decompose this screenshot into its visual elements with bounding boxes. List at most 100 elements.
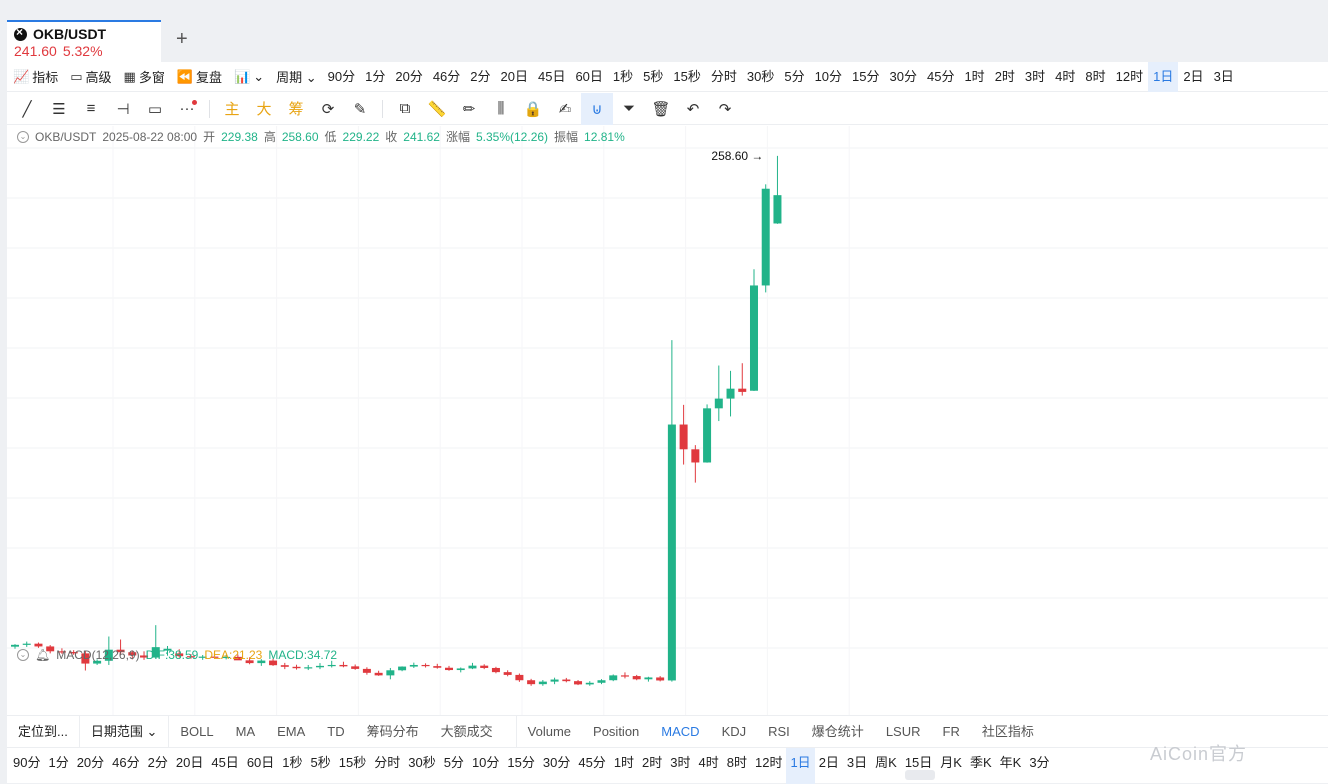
bottom-period-23[interactable]: 12时 [754,754,783,770]
sub-indicator-4[interactable]: RSI [768,723,790,739]
period-14[interactable]: 10分 [814,68,843,84]
filter-icon[interactable]: ⏷ [622,100,635,117]
bottom-period-28[interactable]: 15日 [904,754,933,770]
collapse-icon[interactable]: ⌄ [17,130,29,143]
period-10[interactable]: 15秒 [673,68,701,84]
main-indicator-4[interactable]: 筹码分布 [366,723,419,739]
more-icon[interactable]: ··· [171,93,203,125]
bottom-period-9[interactable]: 5秒 [310,754,331,770]
period-8[interactable]: 1秒 [612,68,634,84]
toolbar-multi-window[interactable]: ▦ 多窗 [118,62,171,92]
bottom-period-4[interactable]: 2分 [147,754,168,770]
bottom-period-27[interactable]: 周K [875,754,897,770]
add-tab-button[interactable]: + [176,28,188,50]
main-indicator-5[interactable]: 大额成交 [440,723,493,739]
bottom-period-21[interactable]: 4时 [698,754,719,770]
rectangle-icon[interactable]: ▭ [147,100,163,118]
period-15[interactable]: 15分 [852,68,880,84]
edit-icon[interactable]: ✍ [558,100,572,118]
period-4[interactable]: 2分 [470,68,491,84]
main-indicator-3[interactable]: TD [327,723,345,739]
period-21[interactable]: 4时 [1055,68,1076,84]
chip-label[interactable]: 筹 [288,101,304,118]
sub-indicator-5[interactable]: 爆仓统计 [811,723,864,739]
period-26[interactable]: 3日 [1213,68,1234,84]
main-indicator-1[interactable]: MA [235,723,256,739]
bottom-period-19[interactable]: 2时 [642,754,663,770]
bottom-period-12[interactable]: 30秒 [408,754,436,770]
period-17[interactable]: 45分 [926,68,955,84]
candles-icon[interactable]: ⫼ [497,100,505,117]
period-7[interactable]: 60日 [575,68,603,84]
bottom-period-5[interactable]: 20日 [175,754,204,770]
chart-area[interactable]: 258.60 →6月 196月 267月 37月 107月 177月 247月 … [7,126,1328,716]
bottom-period-24[interactable]: 1日 [786,747,815,784]
date-range-button[interactable]: 日期范围 ⌄ [90,723,158,739]
bottom-period-8[interactable]: 1秒 [282,754,303,770]
period-0[interactable]: 90分 [327,68,356,84]
sync-icon[interactable]: ⟳ [321,100,335,118]
period-13[interactable]: 5分 [784,68,805,84]
redo-icon[interactable]: ↷ [718,100,732,118]
pen-icon[interactable]: ✏ [462,100,476,118]
bottom-period-7[interactable]: 60日 [246,754,275,770]
bottom-period-17[interactable]: 45分 [578,754,606,770]
bottom-period-0[interactable]: 90分 [13,754,41,770]
collapse-handle[interactable] [905,770,935,780]
eraser-draw-icon[interactable]: ✎ [353,100,367,118]
bottom-period-25[interactable]: 2日 [818,754,839,770]
ruler-icon[interactable]: 📏 [427,100,447,118]
bottom-period-11[interactable]: 分时 [374,754,401,770]
bottom-period-15[interactable]: 15分 [507,754,535,770]
bell-icon[interactable]: 🔔︎ [35,648,51,662]
bottom-period-16[interactable]: 30分 [542,754,571,770]
bottom-period-22[interactable]: 8时 [726,754,747,770]
bottom-period-13[interactable]: 5分 [443,754,464,770]
period-24[interactable]: 1日 [1148,61,1179,92]
period-5[interactable]: 20日 [500,68,528,84]
bottom-period-31[interactable]: 年K [999,754,1022,770]
period-1[interactable]: 1分 [365,68,386,84]
toolbar-indicator[interactable]: 📈 指标 [7,62,64,92]
parallel-lines-icon[interactable]: ≡ [86,100,96,117]
period-3[interactable]: 46分 [432,68,461,84]
sub-indicator-2[interactable]: MACD [661,723,700,739]
bottom-period-6[interactable]: 45日 [211,754,239,770]
bottom-period-20[interactable]: 3时 [670,754,691,770]
period-25[interactable]: 2日 [1183,68,1204,84]
bottom-period-3[interactable]: 46分 [112,754,140,770]
period-20[interactable]: 3时 [1024,68,1046,84]
period-23[interactable]: 12时 [1115,68,1144,84]
lock-icon[interactable]: 🔒 [523,100,543,118]
bottom-period-14[interactable]: 10分 [471,754,500,770]
collapse-macd-icon[interactable]: ⌄ [17,649,29,661]
toolbar-period[interactable]: 周期 ⌄ [270,62,323,92]
period-12[interactable]: 30秒 [746,68,775,84]
segment-icon[interactable]: ⊣ [116,100,130,118]
tab-okb-usdt[interactable]: OKB/USDT 241.60 5.32% [7,20,161,62]
copy-icon[interactable]: ⧉ [399,100,411,117]
main-label[interactable]: 主 [224,101,240,118]
undo-icon[interactable]: ↶ [686,100,700,118]
toolbar-chart-type[interactable]: 📊 ⌄ [228,62,270,92]
toolbar-replay[interactable]: ⏪ 复盘 [171,62,228,92]
period-18[interactable]: 1时 [964,68,985,84]
period-16[interactable]: 30分 [889,68,917,84]
bottom-period-32[interactable]: 3分 [1029,754,1050,770]
bottom-period-18[interactable]: 1时 [613,754,635,770]
bottom-period-10[interactable]: 15秒 [338,754,367,770]
bottom-period-26[interactable]: 3日 [846,754,868,770]
sub-indicator-0[interactable]: Volume [527,723,572,739]
period-6[interactable]: 45日 [537,68,566,84]
sub-indicator-1[interactable]: Position [593,723,640,739]
sub-indicator-8[interactable]: 社区指标 [981,723,1034,739]
bottom-period-1[interactable]: 1分 [48,754,69,770]
magnet-icon[interactable]: ⊍ [581,92,613,125]
line-tool-icon[interactable]: ╱ [22,100,32,118]
period-22[interactable]: 8时 [1085,68,1106,84]
horizontal-lines-icon[interactable]: ☰ [52,100,66,118]
price-chart[interactable]: 258.60 →6月 196月 267月 37月 107月 177月 247月 … [7,126,1328,716]
trash-icon[interactable]: 🗑 [651,100,671,118]
sub-indicator-3[interactable]: KDJ [721,723,747,739]
bottom-period-2[interactable]: 20分 [76,754,105,770]
